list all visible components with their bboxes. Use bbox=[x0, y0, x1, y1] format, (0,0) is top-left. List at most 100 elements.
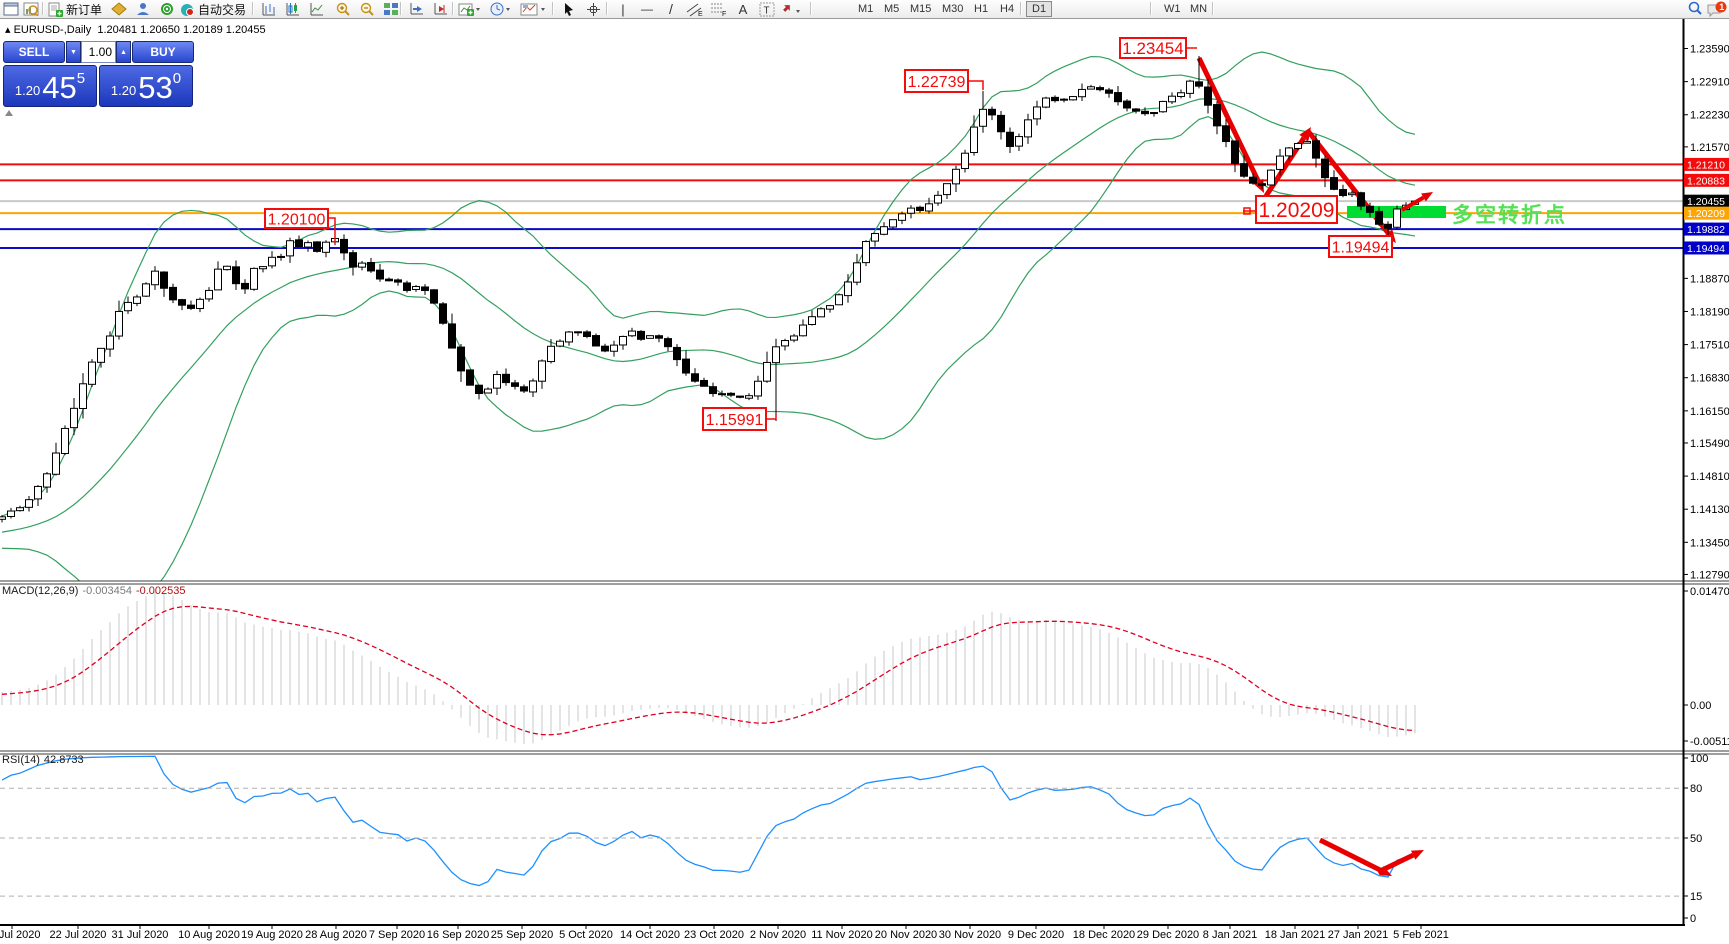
crosshair-icon[interactable] bbox=[582, 1, 604, 17]
zoom-in-icon[interactable] bbox=[332, 1, 354, 17]
timeframe-mn[interactable]: MN bbox=[1190, 3, 1208, 15]
one-click-trading-widget: SELL ▼ 1.00 ▲ BUY 1.20 45 5 1.20 53 0 bbox=[3, 41, 194, 108]
macd-histogram bbox=[1, 592, 1416, 744]
svg-text:1.19882: 1.19882 bbox=[1687, 224, 1725, 236]
new-chart-button[interactable] bbox=[458, 1, 480, 17]
svg-text:31 Jul 2020: 31 Jul 2020 bbox=[112, 929, 169, 941]
svg-text:1.13450: 1.13450 bbox=[1690, 537, 1729, 549]
svg-text:8 Jan 2021: 8 Jan 2021 bbox=[1203, 929, 1257, 941]
auto-scroll-icon[interactable] bbox=[406, 1, 428, 17]
chart-window-icon[interactable] bbox=[0, 1, 22, 17]
new-order-button[interactable]: 新订单 bbox=[48, 1, 102, 17]
svg-text:0: 0 bbox=[1690, 913, 1696, 925]
svg-text:11 Nov 2020: 11 Nov 2020 bbox=[811, 929, 873, 941]
bollinger-bands bbox=[1, 51, 1416, 581]
timeframe-h1[interactable]: H1 bbox=[974, 3, 989, 15]
lot-size-field[interactable]: 1.00 bbox=[81, 41, 116, 63]
svg-text:1: 1 bbox=[1719, 2, 1724, 12]
timeframe-m15[interactable]: M15 bbox=[910, 3, 932, 15]
oct-collapse-arrow[interactable] bbox=[5, 110, 13, 116]
rsi-value: 42.8733 bbox=[43, 754, 84, 766]
candle-chart-mode-icon[interactable] bbox=[282, 1, 304, 17]
svg-text:E: E bbox=[698, 11, 703, 17]
zoom-out-icon[interactable] bbox=[356, 1, 378, 17]
macd-signal-line bbox=[1, 605, 1416, 736]
svg-text:30 Nov 2020: 30 Nov 2020 bbox=[939, 929, 1001, 941]
timeframe-w1[interactable]: W1 bbox=[1164, 3, 1181, 15]
cursor-icon[interactable] bbox=[558, 1, 580, 17]
cn-annotation[interactable]: 多空转折点 bbox=[1452, 203, 1567, 227]
horizontal-line-tool[interactable]: — bbox=[641, 2, 653, 16]
history-center-icon[interactable] bbox=[108, 1, 130, 17]
svg-text:1.20455: 1.20455 bbox=[1687, 196, 1725, 208]
bounce-arrow[interactable] bbox=[1400, 192, 1433, 212]
timeframe-h4[interactable]: H4 bbox=[1000, 3, 1015, 15]
svg-text:2 Nov 2020: 2 Nov 2020 bbox=[750, 929, 806, 941]
timeframe-m1[interactable]: M1 bbox=[858, 3, 874, 15]
vertical-line-tool[interactable]: | bbox=[621, 1, 625, 17]
sell-button[interactable]: SELL bbox=[3, 41, 65, 63]
tile-windows-icon[interactable] bbox=[380, 1, 402, 17]
sell-price-panel[interactable]: 1.20 45 5 bbox=[3, 65, 97, 107]
timeframe-d1[interactable]: D1 bbox=[1026, 1, 1053, 17]
macd-indicator-label: MACD(12,26,9) -0.003454 -0.002535 bbox=[2, 585, 186, 597]
buy-price-panel[interactable]: 1.20 53 0 bbox=[99, 65, 193, 107]
svg-text:15: 15 bbox=[1690, 891, 1702, 903]
lot-decrease-button[interactable]: ▼ bbox=[66, 41, 81, 63]
svg-text:18 Jan 2021: 18 Jan 2021 bbox=[1265, 929, 1326, 941]
svg-text:10 Aug 2020: 10 Aug 2020 bbox=[178, 929, 240, 941]
channel-tool[interactable]: E bbox=[684, 1, 706, 17]
macd-value-signal: -0.002535 bbox=[135, 585, 186, 597]
svg-text:1.20209: 1.20209 bbox=[1687, 208, 1725, 220]
notifications-icon[interactable]: 1 bbox=[1706, 1, 1728, 17]
line-chart-mode-icon[interactable] bbox=[306, 1, 328, 17]
timeframe-m5[interactable]: M5 bbox=[884, 3, 900, 15]
time-scale: 13 Jul 2020 22 Jul 2020 31 Jul 2020 10 Aug … bbox=[0, 925, 1449, 941]
search-icon[interactable] bbox=[1684, 1, 1706, 17]
autotrade-button[interactable]: 自动交易 bbox=[180, 1, 246, 17]
svg-text:0.014706: 0.014706 bbox=[1690, 586, 1729, 598]
candles bbox=[0, 56, 1419, 523]
svg-text:16 Sep 2020: 16 Sep 2020 bbox=[427, 929, 489, 941]
timeframe-m30[interactable]: M30 bbox=[942, 3, 964, 15]
template-button[interactable] bbox=[520, 1, 546, 17]
svg-text:1.23454: 1.23454 bbox=[1122, 39, 1183, 58]
chart-profile-icon[interactable] bbox=[20, 1, 42, 17]
bar-chart-mode-icon[interactable] bbox=[258, 1, 280, 17]
text-tool[interactable]: A bbox=[738, 1, 748, 17]
trendline-tool[interactable]: / bbox=[669, 1, 673, 17]
svg-text:1.15490: 1.15490 bbox=[1690, 438, 1729, 450]
svg-text:1.22739: 1.22739 bbox=[908, 74, 966, 91]
svg-text:5 Oct 2020: 5 Oct 2020 bbox=[559, 929, 613, 941]
svg-text:F: F bbox=[722, 11, 726, 17]
rsi-line bbox=[1, 755, 1416, 887]
price-scale: 1.23590 1.22910 1.22230 1.21570 1.18870 1.181… bbox=[1684, 44, 1729, 581]
fibonacci-tool[interactable]: F bbox=[708, 1, 730, 17]
chart-shift-icon[interactable] bbox=[430, 1, 452, 17]
arrows-tool[interactable] bbox=[780, 1, 802, 17]
buy-button[interactable]: BUY bbox=[132, 41, 194, 63]
rsi-level-lines bbox=[0, 787, 1683, 897]
svg-text:1.20209: 1.20209 bbox=[1259, 199, 1335, 222]
svg-text:1.21210: 1.21210 bbox=[1687, 159, 1725, 171]
market-watch-icon[interactable] bbox=[132, 1, 154, 17]
svg-text:50: 50 bbox=[1690, 833, 1702, 845]
svg-text:25 Sep 2020: 25 Sep 2020 bbox=[491, 929, 553, 941]
text-label-tool[interactable]: T bbox=[756, 1, 778, 17]
lot-increase-button[interactable]: ▲ bbox=[116, 41, 131, 63]
svg-text:18 Dec 2020: 18 Dec 2020 bbox=[1073, 929, 1135, 941]
rsi-arrows[interactable] bbox=[1318, 837, 1424, 876]
svg-text:1.19494: 1.19494 bbox=[1687, 243, 1725, 255]
svg-text:1.14130: 1.14130 bbox=[1690, 504, 1729, 516]
profiles-button[interactable] bbox=[490, 1, 512, 17]
svg-text:100: 100 bbox=[1690, 753, 1708, 765]
price-callouts[interactable]: 1.23454 1.22739 1.20100 1.15991 1.20209 1.194… bbox=[264, 37, 1393, 431]
svg-text:1.16150: 1.16150 bbox=[1690, 406, 1729, 418]
svg-text:29 Dec 2020: 29 Dec 2020 bbox=[1137, 929, 1199, 941]
svg-text:27 Jan 2021: 27 Jan 2021 bbox=[1328, 929, 1389, 941]
signals-icon[interactable] bbox=[156, 1, 178, 17]
svg-text:13 Jul 2020: 13 Jul 2020 bbox=[0, 929, 40, 941]
svg-text:0.00: 0.00 bbox=[1690, 700, 1711, 712]
